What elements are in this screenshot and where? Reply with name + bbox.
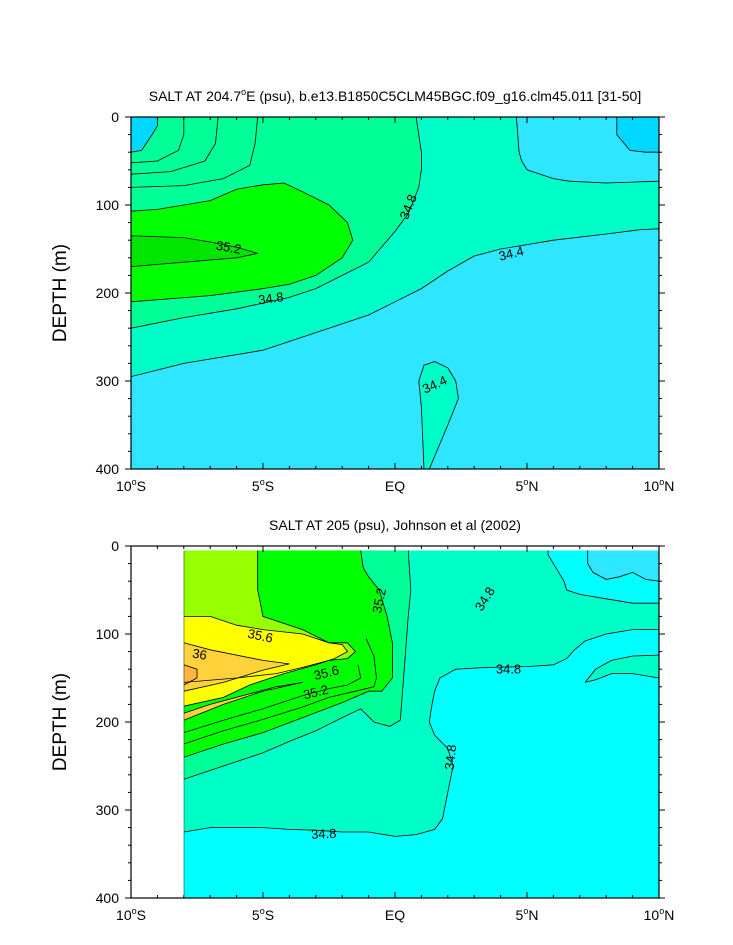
y-tick-label: 200 — [96, 714, 120, 730]
contour-line-5 — [183, 550, 412, 780]
contour-line-7 — [131, 117, 219, 175]
contour-fill-region-1 — [585, 655, 659, 683]
contour-label: 34.4 — [497, 243, 525, 264]
contour-label: 35.2 — [369, 587, 389, 615]
contour-fill-region-3 — [131, 183, 353, 302]
contour-line-0 — [183, 629, 659, 837]
contour-line-3 — [585, 673, 660, 683]
contour-line-6 — [183, 550, 393, 758]
y-axis-label: DEPTH (m) — [50, 673, 71, 771]
contour-line-13 — [183, 550, 356, 683]
x-tick-label: EQ — [385, 478, 405, 494]
contour-plot-area — [131, 117, 659, 469]
y-tick-label: 100 — [96, 197, 120, 213]
contour-line-10 — [616, 117, 659, 153]
contour-label: 34.8 — [257, 289, 284, 307]
contour-line-0 — [131, 228, 659, 377]
contour-label: 35.2 — [302, 682, 330, 703]
x-tick-label: 5oS — [252, 906, 274, 923]
x-tick-label: 10oS — [116, 477, 146, 494]
contour-label: 34.8 — [442, 744, 460, 771]
x-tick-label: 10oN — [644, 477, 675, 494]
contour-line-2 — [418, 361, 459, 469]
y-tick-label: 0 — [111, 109, 119, 125]
contour-line-5 — [131, 235, 258, 267]
contour-label: 34.8 — [496, 662, 521, 677]
contour-line-4 — [131, 182, 354, 303]
contour-label: 35.2 — [215, 238, 243, 257]
contour-line-8 — [183, 664, 362, 733]
contour-line-2 — [584, 654, 660, 683]
contour-line-3 — [131, 117, 422, 329]
contour-label: 35.6 — [246, 626, 274, 646]
x-tick-label: 5oS — [252, 477, 274, 494]
x-tick-label: EQ — [385, 907, 405, 923]
contour-line-9 — [131, 117, 158, 153]
contour-fill-region-2 — [587, 550, 659, 582]
tick-marks — [125, 545, 665, 899]
contour-plot-area — [183, 550, 660, 898]
contour-line-1 — [547, 550, 659, 604]
x-tick-label: 5oN — [516, 906, 539, 923]
contour-line-11 — [183, 642, 290, 692]
contour-fill-region-8 — [183, 664, 197, 685]
y-tick-label: 300 — [96, 802, 120, 818]
contour-fill-region-5 — [131, 117, 158, 153]
y-axis-label: DEPTH (m) — [50, 244, 71, 342]
y-tick-label: 300 — [96, 373, 120, 389]
x-tick-label: 10oN — [644, 906, 675, 923]
y-tick-label: 400 — [96, 461, 120, 477]
contour-line-8 — [131, 117, 185, 164]
x-tick-label: 5oN — [516, 477, 539, 494]
contour-fill-region-4 — [131, 235, 258, 267]
contour-line-9 — [183, 682, 303, 721]
x-tick-label: 10oS — [116, 906, 146, 923]
contour-line-1 — [516, 117, 659, 184]
contour-fill-region-7 — [183, 642, 290, 692]
contour-line-10 — [183, 616, 349, 707]
contour-line-4 — [587, 550, 660, 582]
contour-fill-region-1 — [418, 361, 459, 469]
y-tick-label: 400 — [96, 890, 120, 906]
contour-line-6 — [131, 117, 259, 188]
contour-label: 35.6 — [312, 662, 340, 683]
chart-title: SALT AT 204.7oE (psu), b.e13.B1850C5CLM4… — [149, 87, 641, 104]
contour-fill-region-4 — [183, 550, 393, 758]
contour-line-7 — [183, 638, 377, 745]
chart-title: SALT AT 205 (psu), Johnson et al (2002) — [269, 517, 521, 533]
y-tick-label: 100 — [96, 626, 120, 642]
tick-marks — [125, 116, 665, 470]
y-tick-label: 0 — [111, 538, 119, 554]
contour-label: 34.8 — [311, 826, 337, 842]
y-tick-label: 200 — [96, 285, 120, 301]
contour-label: 36 — [191, 646, 208, 663]
contour-fill-region-6 — [616, 117, 659, 153]
contour-fill-region-0 — [183, 550, 660, 898]
